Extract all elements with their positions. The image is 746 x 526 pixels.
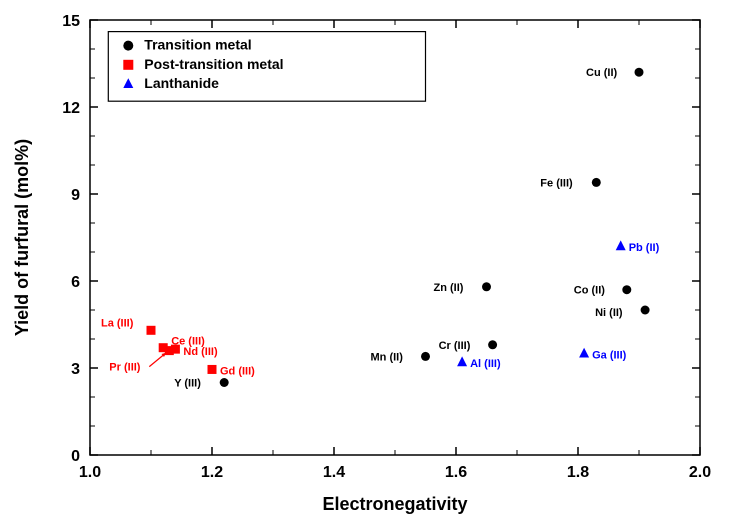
y-tick-label: 15 [62, 13, 80, 30]
x-axis-title: Electronegativity [322, 494, 467, 514]
y-tick-label: 3 [71, 361, 80, 378]
y-axis-title: Yield of furfural (mol%) [12, 139, 32, 336]
legend-label: Transition metal [144, 37, 251, 53]
point-label: Zn (II) [434, 282, 464, 294]
point-label: Mn (II) [371, 351, 404, 363]
y-tick-label: 9 [71, 187, 80, 204]
legend: Transition metal Post-transition metal Lan… [108, 32, 425, 102]
point-label: Al (III) [470, 358, 501, 370]
point-label: Cu (II) [586, 67, 617, 79]
x-tick-label: 1.6 [445, 464, 467, 481]
point-label: Gd (III) [220, 365, 255, 377]
point-label: Ni (II) [595, 307, 623, 319]
point-label: Fe (III) [540, 177, 573, 189]
point-label: Pb (II) [629, 242, 660, 254]
point-label: Ga (III) [592, 350, 627, 362]
point-label: Y (III) [174, 378, 201, 390]
y-tick-label: 12 [62, 100, 80, 117]
x-tick-label: 1.4 [323, 464, 345, 481]
point-label: La (III) [101, 317, 134, 329]
scatter-chart: 1.0 1.2 1.4 1.6 1.8 2.0 0 3 6 9 12 15 Electronegativ… [0, 0, 746, 526]
point-label: Co (II) [574, 285, 605, 297]
x-tick-label: 1.0 [79, 464, 101, 481]
y-tick-label: 0 [71, 448, 80, 465]
point-label: Pr (III) [109, 362, 141, 374]
x-tick-label: 1.8 [567, 464, 589, 481]
x-tick-label: 2.0 [689, 464, 711, 481]
legend-label: Lanthanide [144, 75, 219, 91]
point-label: Cr (III) [439, 340, 471, 352]
legend-label: Post-transition metal [144, 56, 283, 72]
x-tick-label: 1.2 [201, 464, 223, 481]
y-tick-label: 6 [71, 274, 80, 291]
point-label: Nd (III) [183, 346, 218, 358]
